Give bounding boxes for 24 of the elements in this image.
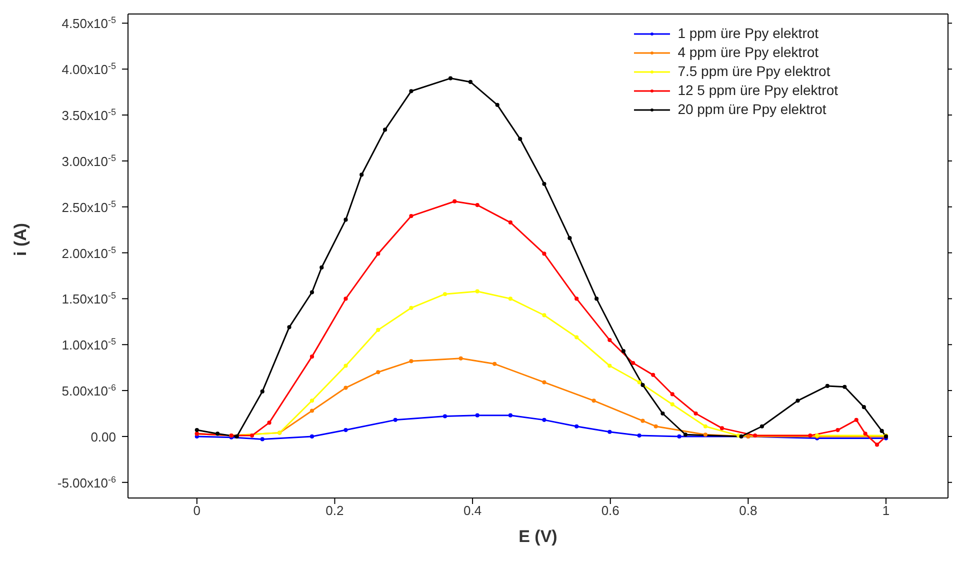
x-axis-title: E (V) bbox=[518, 527, 558, 546]
y-tick-label: 1.50x10$^{-5}$ bbox=[62, 290, 116, 307]
y-axis-title: i (A) bbox=[11, 222, 30, 256]
x-tick-label: 0.2 bbox=[326, 503, 344, 518]
x-tick-label: 0 bbox=[193, 503, 201, 518]
legend-label: 20 ppm üre Ppy elektrot bbox=[678, 100, 826, 119]
y-tick-label: 3.00x10$^{-5}$ bbox=[62, 152, 116, 169]
y-tick-label: 5.00x10$^{-6}$ bbox=[62, 382, 116, 399]
x-tick-label: 0.8 bbox=[739, 503, 758, 518]
y-tick-label: 0.00 bbox=[90, 429, 116, 444]
y-tick-label: 2.00x10$^{-5}$ bbox=[62, 244, 116, 261]
y-tick-label: -5.00x10$^{-6}$ bbox=[57, 474, 116, 490]
y-tick-label: 3.50x10$^{-5}$ bbox=[62, 107, 116, 124]
legend-label: 12 5 ppm üre Ppy elektrot bbox=[678, 81, 838, 100]
y-tick-label: 1.00x10$^{-5}$ bbox=[62, 336, 116, 353]
x-tick-label: 1 bbox=[882, 503, 890, 518]
legend-label: 4 ppm üre Ppy elektrot bbox=[678, 43, 819, 62]
x-tick-label: 0.6 bbox=[601, 503, 620, 518]
y-tick-label: 2.50x10$^{-5}$ bbox=[62, 198, 116, 215]
y-tick-label: 4.50x10$^{-5}$ bbox=[62, 15, 116, 32]
legend-label: 1 ppm üre Ppy elektrot bbox=[678, 24, 819, 43]
legend-label: 7.5 ppm üre Ppy elektrot bbox=[678, 62, 830, 81]
y-tick-label: 4.00x10$^{-5}$ bbox=[62, 61, 116, 78]
x-tick-label: 0.4 bbox=[464, 503, 482, 518]
